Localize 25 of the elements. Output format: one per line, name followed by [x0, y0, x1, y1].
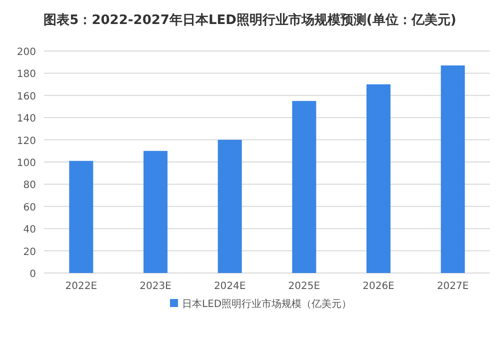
y-tick-label: 120 [16, 136, 36, 147]
x-tick-label: 2025E [288, 281, 320, 292]
y-tick-label: 100 [16, 158, 36, 169]
y-tick-label: 0 [30, 269, 36, 280]
y-tick-label: 80 [23, 180, 36, 192]
y-tick-label: 60 [23, 202, 36, 214]
x-tick-label: 2022E [65, 281, 98, 292]
bar [366, 84, 390, 273]
bar [292, 100, 316, 273]
x-tick-label: 2027E [436, 281, 469, 292]
y-tick-label: 200 [16, 47, 36, 58]
bar [440, 65, 465, 273]
bar [218, 140, 242, 273]
y-tick-label: 180 [16, 69, 36, 80]
x-tick-label: 2026E [362, 281, 394, 292]
y-tick-label: 160 [16, 91, 36, 102]
bar [69, 160, 94, 273]
y-tick-label: 140 [16, 114, 36, 125]
bar [144, 150, 168, 273]
x-tick-label: 2023E [140, 281, 172, 292]
chart-title: 图表5：2022-2027年日本LED照明行业市场规模预测(单位：亿美元) [44, 12, 456, 28]
y-tick-label: 40 [23, 224, 36, 236]
legend-label: 日本LED照明行业市场规模（亿美元） [182, 298, 352, 310]
y-tick-label: 20 [23, 246, 36, 258]
x-tick-label: 2024E [214, 281, 246, 292]
